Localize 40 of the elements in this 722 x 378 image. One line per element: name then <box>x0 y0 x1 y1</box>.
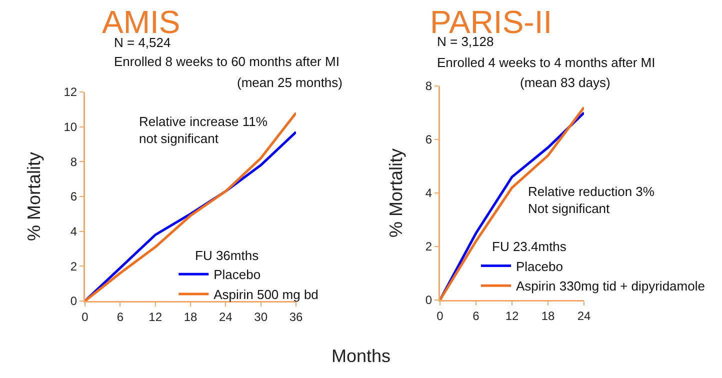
x-tick-label: 0 <box>436 308 444 323</box>
x-tick-label: 18 <box>541 308 555 323</box>
annotation: Relative increase 11% not significant <box>139 114 268 146</box>
x-tick-label: 6 <box>116 310 124 324</box>
text: Enrolled 4 weeks to 4 months after MI <box>437 55 656 70</box>
x-tick-label: 18 <box>184 310 198 324</box>
y-tick-label: 0 <box>70 294 78 308</box>
chart-subtitle: N = 4,524 <box>114 35 171 50</box>
x-tick-label: 0 <box>82 310 89 324</box>
y-axis-title: % Mortality <box>24 152 44 242</box>
x-tick-label: 12 <box>505 308 519 323</box>
y-tick-label: 8 <box>70 154 78 169</box>
y-tick-label: 8 <box>425 79 432 94</box>
x-tick-label: 30 <box>254 310 268 324</box>
annotation: (mean 83 days) <box>520 75 610 90</box>
y-tick-label: 6 <box>70 190 78 204</box>
x-tick-label: 6 <box>472 308 480 323</box>
legend-label: Placebo <box>214 267 261 282</box>
y-tick-label: 2 <box>425 240 432 254</box>
y-tick-label: 0 <box>425 293 432 308</box>
legend-label: Aspirin 500 mg bd <box>214 287 318 302</box>
legend-label: Placebo <box>516 258 563 274</box>
y-tick-label: 2 <box>70 259 78 274</box>
x-tick-label: 24 <box>218 310 233 324</box>
x-tick-label: 12 <box>148 310 162 324</box>
x-tick-label: 24 <box>577 308 591 323</box>
y-tick-label: 10 <box>64 120 78 134</box>
y-axis-title: % Mortality <box>386 148 406 238</box>
annotation: FU 23.4mths <box>492 239 567 254</box>
x-axis-title: Months <box>330 346 392 367</box>
legend-label: Aspirin 330mg tid + dipyridamole <box>516 278 705 294</box>
y-tick-label: 4 <box>425 186 432 200</box>
y-tick-label: 4 <box>70 224 78 239</box>
y-tick-label: 12 <box>64 85 78 100</box>
y-tick-label: 6 <box>425 132 432 147</box>
annotation: FU 36mths <box>195 248 260 263</box>
text: Enrolled 8 weeks to 60 months after MI <box>114 54 340 69</box>
annotation: Relative reduction 3% Not significant <box>528 184 655 216</box>
text: (mean 25 months) <box>237 75 342 90</box>
x-tick-label: 36 <box>289 310 303 324</box>
